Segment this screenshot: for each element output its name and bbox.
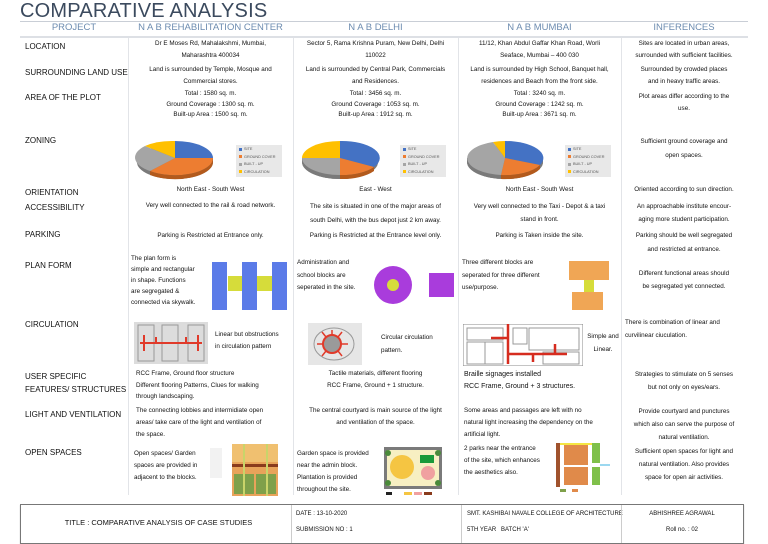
inference-zoning: Sufficient ground coverage and open space… bbox=[640, 138, 728, 159]
mumbai-user-specific: Braille signages installed RCC Frame, Gro… bbox=[464, 371, 576, 390]
year: 5TH YEAR bbox=[467, 527, 497, 533]
sheet-title: TITLE : COMPARATIVE ANALYSIS OF CASE STU… bbox=[64, 518, 253, 527]
mumbai-orientation: North East - South West bbox=[505, 186, 574, 193]
delhi-light: The central courtyard is main source of … bbox=[309, 407, 442, 426]
rehab-user-specific: RCC Frame, Ground floor structure Differe… bbox=[136, 370, 259, 400]
rehab-accessibility: Very well connected to the rail & road n… bbox=[145, 202, 276, 209]
inference-area: Plot areas differ according to the use. bbox=[638, 93, 730, 112]
delhi-location: Sector 5, Rama Krishna Puram, New Delhi,… bbox=[306, 40, 445, 59]
mumbai-zoning-pie-chart bbox=[465, 138, 545, 189]
rehab-zoning-pie-chart bbox=[135, 138, 215, 189]
mumbai-zoning-legend: SITE GROUND COVER BUILT - UP CIRCULATION bbox=[565, 145, 611, 177]
mumbai-open-spaces-plan-image bbox=[556, 443, 612, 500]
inference-accessibility: An approachable institute encour-aging m… bbox=[636, 203, 732, 223]
date: DATE : 13-10-2020 bbox=[296, 511, 348, 517]
rehab-plan-form-diagram bbox=[212, 262, 288, 315]
delhi-zoning-legend: SITE GROUND COVER BUILT - UP CIRCULATION bbox=[400, 145, 446, 177]
footer-divider bbox=[291, 505, 292, 543]
rehab-open-spaces-text: Open spaces/ Garden spaces are provided i… bbox=[134, 450, 198, 481]
column-divider bbox=[458, 38, 459, 495]
header-project: PROJECT bbox=[51, 22, 97, 33]
row-label-circulation: CIRCULATION bbox=[25, 320, 79, 329]
rehab-zoning-legend: SITE GROUND COVER BUILT - UP CIRCULATION bbox=[236, 145, 282, 177]
rehab-location: Dr E Moses Rd, Mahalakshmi, Mumbai, Mahar… bbox=[155, 40, 266, 59]
header-bottom-rule bbox=[20, 36, 748, 38]
header-mumbai: N A B MUMBAI bbox=[507, 22, 572, 33]
row-label-light: LIGHT AND VENTILATION bbox=[25, 410, 122, 419]
mumbai-area: Total : 3240 sq. m. Ground Coverage : 124… bbox=[495, 90, 584, 118]
delhi-plan-form-diagram bbox=[373, 265, 457, 310]
mumbai-plan-form-text: Three different blocks are seperated for … bbox=[462, 259, 540, 291]
inference-open-spaces: Sufficient open spaces for light and natu… bbox=[635, 448, 733, 481]
row-label-area: AREA OF THE PLOT bbox=[25, 93, 101, 102]
header-delhi: N A B DELHI bbox=[348, 22, 403, 33]
row-label-location: LOCATION bbox=[25, 42, 66, 51]
rehab-light: The connecting lobbies and intermidiate … bbox=[136, 407, 264, 438]
row-label-plan-form: PLAN FORM bbox=[25, 261, 72, 270]
mumbai-light: Some areas and passages are left with no… bbox=[464, 407, 593, 438]
header-top-rule bbox=[20, 21, 748, 22]
inference-plan-form: Different functional areas should be segr… bbox=[638, 270, 730, 290]
delhi-open-spaces-plan-image bbox=[384, 447, 442, 502]
header-rehab: N A B REHABILITATION CENTER bbox=[138, 22, 283, 33]
row-label-parking: PARKING bbox=[25, 230, 61, 239]
delhi-area: Total : 3456 sq. m. Ground Coverage : 105… bbox=[331, 90, 420, 118]
mumbai-accessibility: Very well connected to the Taxi - Depot … bbox=[473, 203, 606, 223]
title-block: TITLE : COMPARATIVE ANALYSIS OF CASE STU… bbox=[20, 504, 744, 544]
row-label-open-spaces: OPEN SPACES bbox=[25, 448, 82, 457]
inference-light: Provide courtyard and punctures which als… bbox=[633, 408, 735, 441]
delhi-plan-form-text: Administration and school blocks are seper… bbox=[297, 259, 356, 291]
row-label-user-specific: USER SPECIFIC bbox=[25, 372, 87, 381]
rehab-plan-form-text: The plan form is simple and rectangular in… bbox=[131, 255, 196, 306]
delhi-circulation-plan-image bbox=[308, 323, 362, 370]
delhi-orientation: East - West bbox=[359, 186, 392, 193]
delhi-accessibility: The site is situated in one of the major… bbox=[310, 203, 441, 224]
column-divider bbox=[293, 38, 294, 495]
rehab-land-use: Land is surrounded by Temple, Mosque and… bbox=[149, 66, 272, 85]
batch: BATCH 'A' bbox=[501, 527, 529, 533]
inference-land-use: Surrounded by crowded places and in heavy… bbox=[640, 66, 728, 85]
rehab-circulation-text: Linear but obstructions in circulation pa… bbox=[215, 331, 279, 350]
header-inferences: INFERENCES bbox=[653, 22, 715, 33]
inference-circulation: There is combination of linear and curvil… bbox=[625, 319, 720, 339]
column-divider bbox=[621, 38, 622, 495]
mumbai-circulation-text: Simple and Linear. bbox=[587, 333, 619, 353]
rehab-parking: Parking is Restricted at Entrance only. bbox=[157, 232, 264, 239]
rehab-open-spaces-plan-image bbox=[208, 444, 280, 501]
inference-orientation: Oriented according to sun direction. bbox=[634, 186, 734, 193]
row-label-land-use: SURROUNDING LAND USE bbox=[25, 68, 128, 77]
rehab-area: Total : 1580 sq. m. Ground Coverage : 130… bbox=[166, 90, 255, 118]
delhi-open-spaces-text: Garden space is provided near the admin b… bbox=[297, 450, 369, 493]
inference-location: Sites are located in urban areas, surroun… bbox=[635, 40, 733, 59]
mumbai-circulation-plan-image bbox=[462, 323, 584, 371]
student-name: ABHISHREE AGRAWAL bbox=[649, 511, 715, 517]
mumbai-plan-form-diagram bbox=[567, 261, 611, 316]
inference-parking: Parking should be well segregated and res… bbox=[635, 232, 733, 253]
rehab-circulation-plan-image bbox=[134, 322, 208, 369]
delhi-land-use: Land is surrounded by Central Park, Comm… bbox=[305, 66, 446, 85]
footer-divider bbox=[621, 505, 622, 543]
row-label-zoning: ZONING bbox=[25, 136, 57, 145]
delhi-circulation-text: Circular circulation pattern. bbox=[381, 334, 433, 354]
delhi-parking: Parking is Restricted at the Entrance le… bbox=[309, 232, 442, 239]
footer-divider bbox=[461, 505, 462, 543]
row-label-accessibility: ACCESSIBILITY bbox=[25, 203, 85, 212]
rehab-orientation: North East - South West bbox=[176, 186, 245, 193]
row-label-features: FEATURES/ STRUCTURES bbox=[25, 385, 127, 394]
row-label-orientation: ORIENTATION bbox=[25, 188, 79, 197]
submission-number: SUBMISSION NO : 1 bbox=[296, 527, 353, 533]
mumbai-land-use: Land is surrounded by High School, Banqu… bbox=[470, 66, 609, 85]
mumbai-parking: Parking is Taken inside the site. bbox=[495, 232, 584, 239]
mumbai-open-spaces-text: 2 parks near the entrance of the site, wh… bbox=[464, 445, 540, 476]
column-divider bbox=[128, 38, 129, 495]
mumbai-location: 11/12, Khan Abdul Gaffar Khan Road, Worl… bbox=[478, 40, 601, 59]
delhi-zoning-pie-chart bbox=[300, 138, 380, 189]
roll-number: Roll no. : 02 bbox=[665, 527, 699, 533]
page-title: COMPARATIVE ANALYSIS bbox=[20, 0, 268, 22]
college-name: SMT. KASHIBAI NAVALE COLLEGE OF ARCHITEC… bbox=[467, 511, 623, 517]
delhi-user-specific: Tactile materials, different flooring RCC… bbox=[327, 370, 424, 389]
inference-user-specific: Strategies to stimulate on 5 senses but n… bbox=[634, 371, 733, 391]
